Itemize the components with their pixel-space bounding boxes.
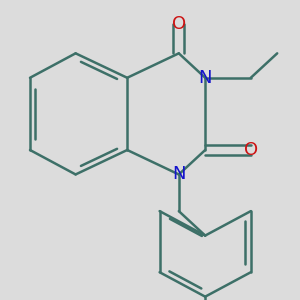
- Text: N: N: [199, 69, 212, 87]
- Text: N: N: [172, 165, 185, 183]
- Text: O: O: [172, 15, 186, 33]
- Text: O: O: [244, 141, 258, 159]
